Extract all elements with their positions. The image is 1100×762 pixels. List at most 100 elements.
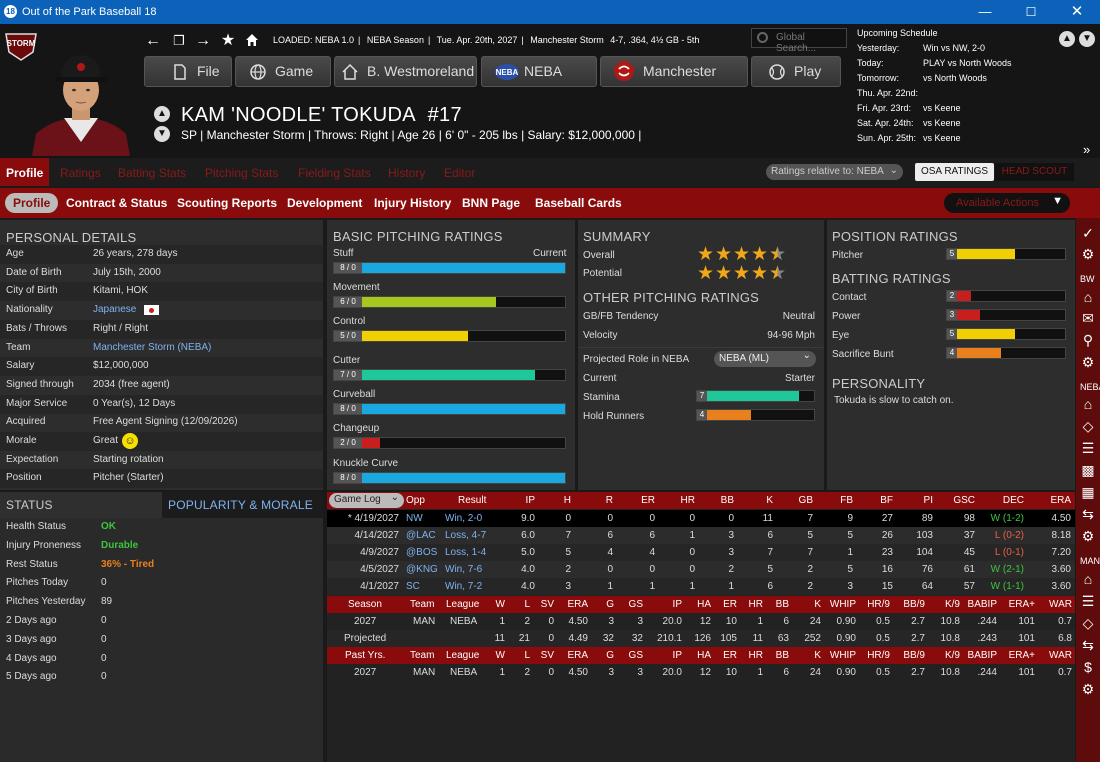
manager-button[interactable]: B. Westmoreland <box>334 56 477 87</box>
past-header[interactable]: GS <box>628 650 643 661</box>
tab-pitching-stats[interactable]: Pitching Stats <box>205 166 279 180</box>
bar-chart-icon[interactable]: ▩ <box>1081 462 1095 478</box>
season-header[interactable]: W <box>495 599 505 610</box>
chart-icon[interactable]: ▦ <box>1081 484 1095 500</box>
maximize-button[interactable]: ☐ <box>1025 5 1037 19</box>
minimize-button[interactable]: — <box>978 4 992 19</box>
gamelog-opp[interactable]: @LAC <box>406 530 436 541</box>
past-header[interactable]: K <box>814 650 821 661</box>
settings-gear-icon[interactable]: ⚙ <box>1081 246 1095 262</box>
diamond-icon[interactable]: ◇ <box>1082 615 1094 631</box>
gamelog-header[interactable]: BF <box>880 495 893 506</box>
expand-chevron-icon[interactable]: » <box>1083 142 1091 157</box>
gamelog-row[interactable] <box>327 561 1075 578</box>
gamelog-header[interactable]: BB <box>720 495 734 506</box>
diamond-icon[interactable]: ◇ <box>1082 418 1094 434</box>
subtab-profile[interactable]: Profile <box>5 193 59 213</box>
gamelog-header[interactable]: IP <box>525 495 535 506</box>
gamelog-header[interactable]: DEC <box>1002 495 1024 506</box>
subtab-injury-history[interactable]: Injury History <box>374 196 452 210</box>
game-button[interactable]: Game <box>235 56 331 87</box>
gamelog-result[interactable]: Win, 2-0 <box>445 513 483 524</box>
schedule-down-button[interactable]: ▼ <box>1079 31 1095 47</box>
past-header[interactable]: BB/9 <box>903 650 925 661</box>
team-button[interactable]: Manchester <box>600 56 748 87</box>
gamelog-opp[interactable]: SC <box>406 581 420 592</box>
copy-icon[interactable]: ❐ <box>173 33 185 48</box>
tab-fielding-stats[interactable]: Fielding Stats <box>298 166 371 180</box>
past-header[interactable]: G <box>606 650 614 661</box>
past-header[interactable]: ERA+ <box>1008 650 1035 661</box>
subtab-contract-status[interactable]: Contract & Status <box>66 196 168 210</box>
star-icon[interactable]: ★ <box>220 32 236 49</box>
gamelog-header[interactable]: HR <box>680 495 695 506</box>
gamelog-result[interactable]: Loss, 4-7 <box>445 530 487 541</box>
schedule-up-button[interactable]: ▲ <box>1059 31 1075 47</box>
tab-batting-stats[interactable]: Batting Stats <box>118 166 187 180</box>
past-header[interactable]: Team <box>410 650 435 661</box>
subtab-bnn-page[interactable]: BNN Page <box>462 196 521 210</box>
schedule-game[interactable]: PLAY vs North Woods <box>923 58 1012 68</box>
gamelog-header[interactable]: GB <box>798 495 813 506</box>
past-header[interactable]: ERA <box>567 650 588 661</box>
past-header[interactable]: WHIP <box>829 650 856 661</box>
forward-arrow-icon[interactable]: → <box>195 32 211 49</box>
season-header[interactable]: IP <box>672 599 682 610</box>
past-header[interactable]: Past Yrs. <box>345 650 386 661</box>
past-header[interactable]: IP <box>672 650 682 661</box>
gamelog-result[interactable]: Win, 7-6 <box>445 564 483 575</box>
home-icon[interactable]: ⌂ <box>1083 396 1093 412</box>
gamelog-opp[interactable]: @BOS <box>406 547 438 558</box>
gamelog-header[interactable]: R <box>605 495 613 506</box>
settings-gear-icon[interactable]: ⚙ <box>1081 354 1095 370</box>
settings-gear-icon[interactable]: ⚙ <box>1081 528 1095 544</box>
gamelog-result[interactable]: Win, 7-2 <box>445 581 483 592</box>
gamelog-header[interactable]: H <box>563 495 571 506</box>
season-header[interactable]: ERA <box>567 599 588 610</box>
file-button[interactable]: File <box>144 56 232 87</box>
gamelog-header[interactable]: PI <box>923 495 933 506</box>
season-header[interactable]: K/9 <box>944 599 960 610</box>
season-header[interactable]: Season <box>348 599 382 610</box>
past-header[interactable]: SV <box>540 650 554 661</box>
gamelog-result[interactable]: Loss, 1-4 <box>445 547 487 558</box>
status-tab[interactable]: STATUS <box>0 492 162 518</box>
gamelog-header[interactable]: ER <box>641 495 655 506</box>
check-circle-icon[interactable]: ✓ <box>1082 225 1094 241</box>
gamelog-header[interactable]: FB <box>840 495 853 506</box>
back-arrow-icon[interactable]: ← <box>145 32 161 49</box>
past-header[interactable]: BABIP <box>967 650 997 661</box>
personal-value[interactable]: Japanese <box>93 304 137 316</box>
gamelog-row[interactable] <box>327 510 1075 527</box>
schedule-game[interactable]: Win vs NW, 2-0 <box>923 43 986 53</box>
season-header[interactable]: K <box>814 599 821 610</box>
subtab-development[interactable]: Development <box>287 196 363 210</box>
projected-role-select[interactable]: NEBA (ML) ⌄ <box>714 350 816 367</box>
gamelog-row[interactable] <box>327 578 1075 595</box>
transfer-arrows-icon[interactable]: ⇆ <box>1082 637 1094 653</box>
gamelog-opp[interactable]: NW <box>406 513 423 524</box>
head-scout-toggle[interactable]: HEAD SCOUT <box>995 163 1074 181</box>
tab-editor[interactable]: Editor <box>444 166 476 180</box>
popularity-morale-tab[interactable]: POPULARITY & MORALE <box>162 492 323 518</box>
past-header[interactable]: HR/9 <box>867 650 890 661</box>
season-header[interactable]: Team <box>410 599 435 610</box>
next-player-button[interactable]: ▼ <box>154 126 170 142</box>
past-header[interactable]: ER <box>723 650 737 661</box>
gamelog-header[interactable]: Opp <box>406 495 425 506</box>
global-search-input[interactable]: Global Search... <box>751 28 847 54</box>
past-header[interactable]: W <box>495 650 505 661</box>
search-icon[interactable]: ⚲ <box>1082 332 1094 348</box>
subtab-baseball-cards[interactable]: Baseball Cards <box>535 196 622 210</box>
personal-value[interactable]: Manchester Storm (NEBA) <box>93 341 212 353</box>
season-header[interactable]: GS <box>628 599 643 610</box>
ratings-relative-select[interactable]: Ratings relative to: NEBA ⌄ <box>766 164 903 180</box>
past-header[interactable]: HR <box>748 650 763 661</box>
schedule-game[interactable]: vs Keene <box>923 103 961 113</box>
transfer-arrows-icon[interactable]: ⇆ <box>1082 506 1094 522</box>
season-header[interactable]: League <box>446 599 480 610</box>
season-header[interactable]: L <box>524 599 530 610</box>
previous-player-button[interactable]: ▲ <box>154 106 170 122</box>
schedule-game[interactable]: vs Keene <box>923 118 961 128</box>
close-button[interactable]: ✕ <box>1070 3 1084 20</box>
